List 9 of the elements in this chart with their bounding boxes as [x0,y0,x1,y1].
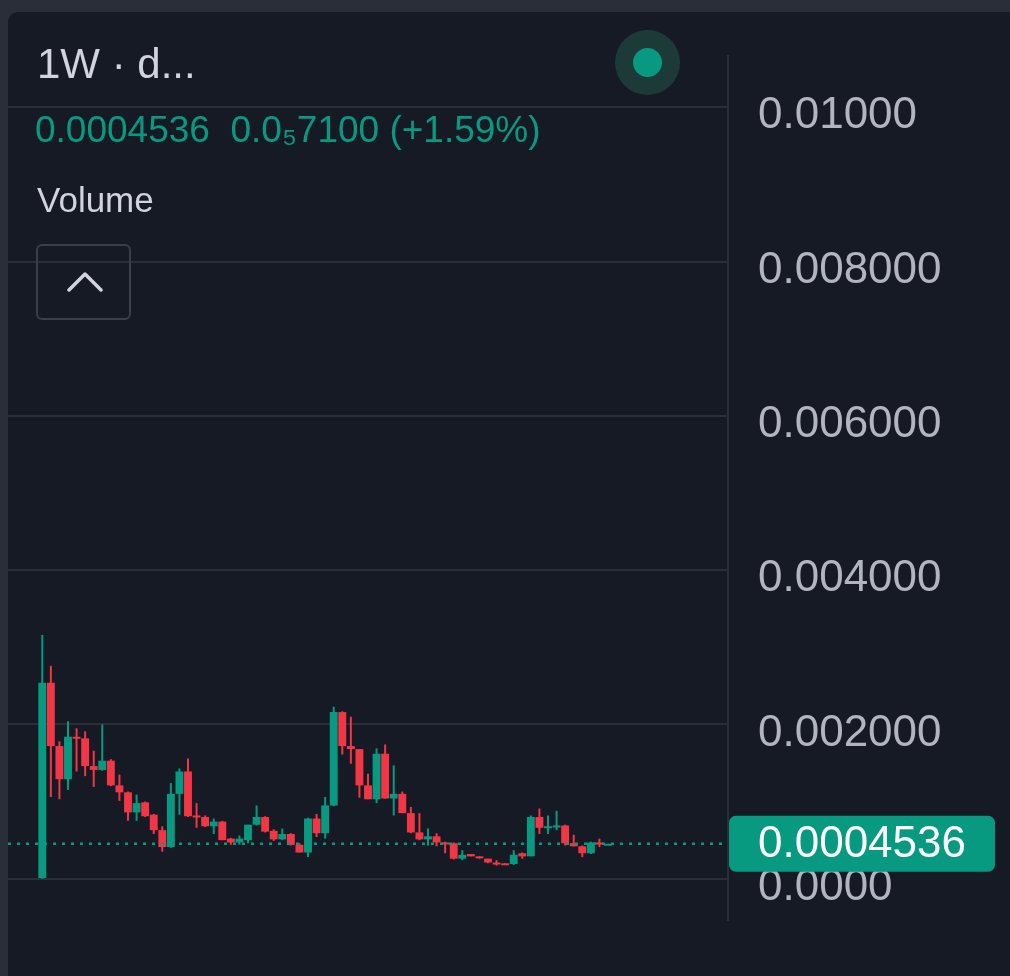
y-tick-label: 0.008000 [758,242,942,292]
y-tick-label: 0.01000 [758,88,918,138]
text: 0.0004536 0.0₅7100 (+1.59%) [35,109,541,150]
annotation: Volume [37,180,154,219]
ref-line-label: 0.0004536 [758,816,966,866]
y-tick-label: 0.004000 [758,551,942,601]
chart-title: 1W · d... [37,40,196,87]
y-tick-label: 0.002000 [758,705,942,755]
y-tick-label: 0.006000 [758,397,942,447]
